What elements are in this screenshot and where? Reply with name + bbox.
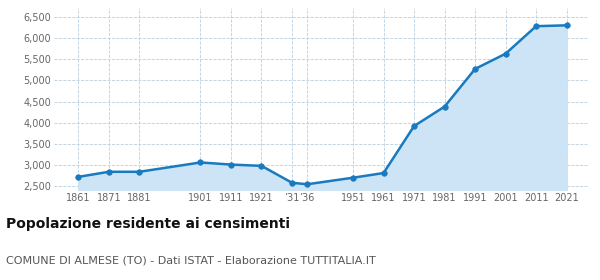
- Text: COMUNE DI ALMESE (TO) - Dati ISTAT - Elaborazione TUTTITALIA.IT: COMUNE DI ALMESE (TO) - Dati ISTAT - Ela…: [6, 255, 376, 265]
- Text: Popolazione residente ai censimenti: Popolazione residente ai censimenti: [6, 217, 290, 231]
